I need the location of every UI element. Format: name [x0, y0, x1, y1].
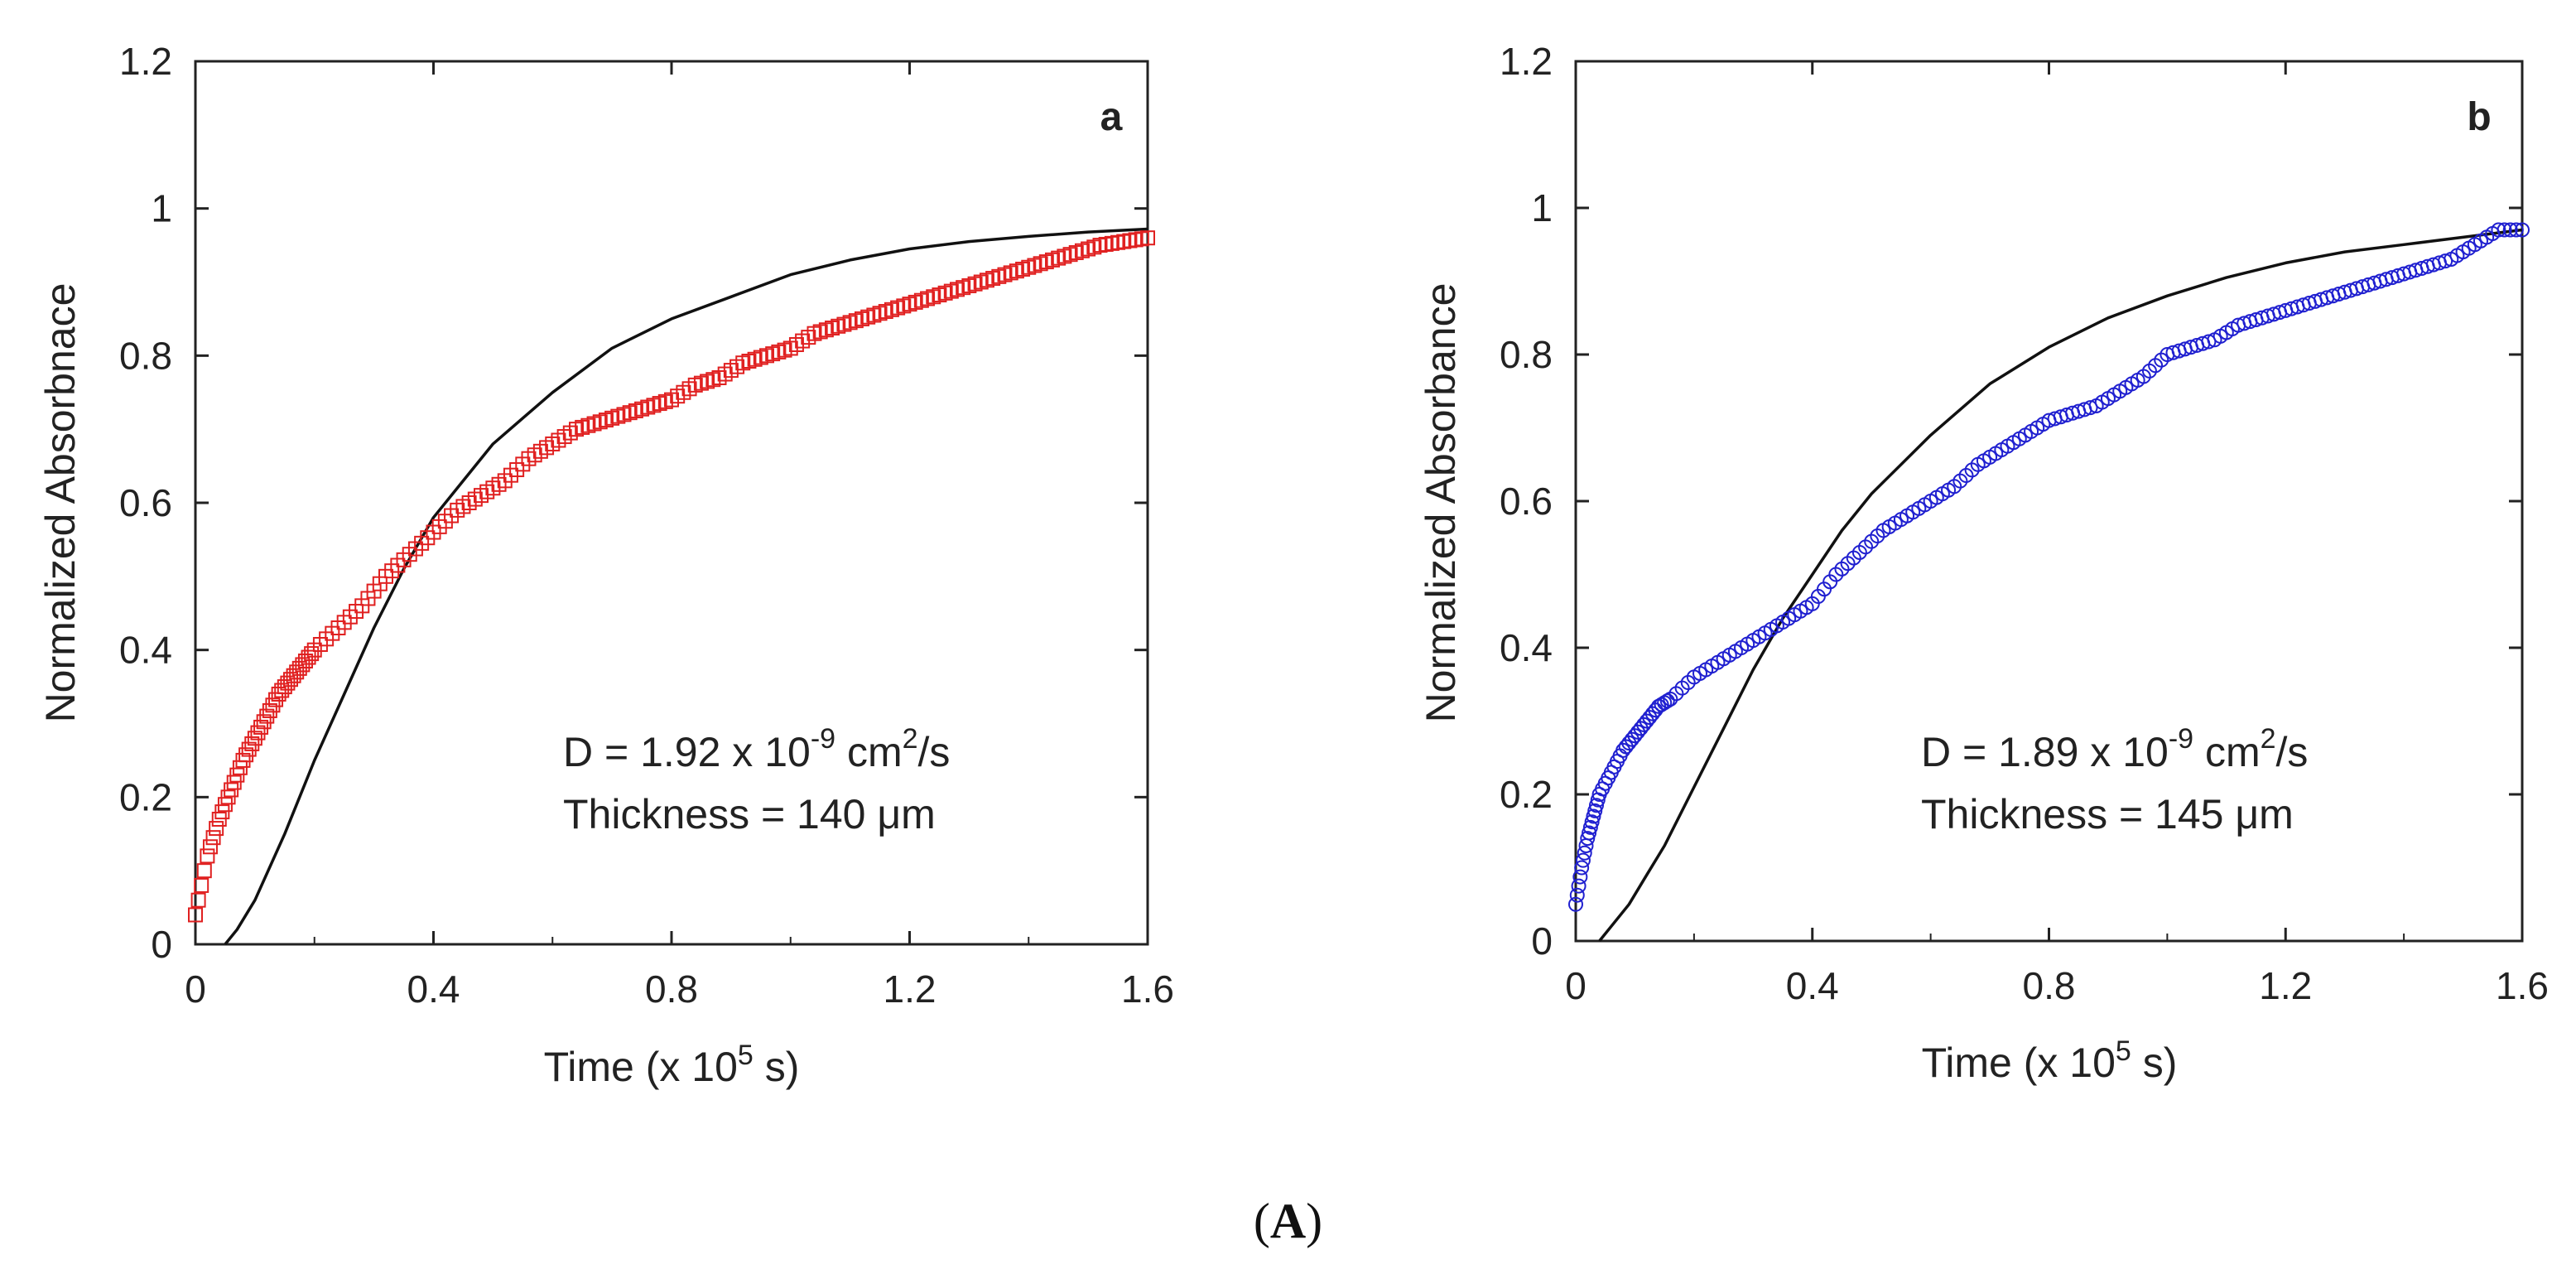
tick-marks	[194, 60, 1149, 946]
x-axis-title: Time (x 105 s)	[1922, 1035, 2178, 1086]
caption-open-paren: (	[1253, 1194, 1270, 1248]
x-tick-label: 1.6	[2496, 964, 2549, 1007]
data-point	[202, 839, 218, 855]
data-points	[188, 230, 1155, 923]
data-point	[1575, 852, 1591, 868]
y-tick-label: 0.2	[1500, 773, 1553, 816]
caption-letter: A	[1269, 1194, 1307, 1248]
data-point	[1584, 814, 1600, 830]
caption-close-paren: )	[1306, 1194, 1323, 1248]
x-tick-label: 1.6	[1121, 967, 1174, 1011]
y-tick-labels: 0 0.2 0.4 0.6 0.8 1 1.2	[119, 40, 172, 966]
y-tick-label: 1	[151, 187, 172, 230]
y-tick-label: 1.2	[1500, 40, 1553, 83]
y-tick-label: 0.6	[1500, 480, 1553, 523]
x-tick-label: 0.4	[1786, 964, 1839, 1007]
y-tick-label: 0	[1531, 919, 1553, 963]
y-tick-label: 0.4	[119, 629, 172, 672]
data-point	[190, 892, 206, 908]
data-point	[209, 821, 224, 837]
x-tick-label: 0	[1565, 964, 1587, 1007]
y-axis-title: Normalized Absorbnace	[37, 283, 84, 723]
data-point	[1587, 803, 1603, 818]
y-tick-label: 0.4	[1500, 626, 1553, 669]
panel-b: 0 0.4 0.8 1.2 1.6 0 0.2 0.4 0.6 0.8 1 1.2 b D = 1.…	[1418, 40, 2549, 1086]
y-tick-label: 1	[1531, 186, 1553, 229]
x-tick-label: 1.2	[884, 967, 937, 1011]
x-tick-labels: 0 0.4 0.8 1.2 1.6	[1565, 964, 2549, 1007]
y-tick-label: 0.6	[119, 481, 172, 524]
panel-letter: b	[2467, 95, 2491, 139]
x-axis-title: Time (x 105 s)	[544, 1040, 800, 1090]
fit-curve	[224, 227, 1148, 946]
diffusion-coefficient-label: D = 1.92 x 10-9 cm2/s	[563, 723, 950, 775]
data-point	[200, 848, 215, 864]
data-point	[1580, 831, 1596, 847]
data-point	[1568, 896, 1583, 912]
data-point	[1569, 887, 1585, 903]
data-point	[1572, 869, 1588, 885]
y-tick-label: 0.8	[119, 334, 172, 377]
data-point	[188, 907, 203, 923]
data-point	[304, 646, 320, 662]
data-point	[1582, 819, 1598, 835]
data-point	[196, 863, 212, 879]
fit-line	[224, 227, 1148, 946]
y-tick-labels: 0 0.2 0.4 0.6 0.8 1 1.2	[1500, 40, 1553, 963]
thickness-label: Thickness = 145 μm	[1921, 791, 2294, 837]
y-tick-label: 0.2	[119, 775, 172, 818]
x-tick-label: 0	[185, 967, 206, 1011]
tick-marks	[1574, 60, 2524, 943]
data-point	[1577, 845, 1592, 861]
data-point	[2082, 400, 2098, 416]
data-point	[1571, 878, 1587, 894]
x-tick-labels: 0 0.4 0.8 1.2 1.6	[185, 967, 1174, 1011]
data-point	[1574, 860, 1590, 876]
y-tick-label: 1.2	[119, 40, 172, 83]
y-tick-label: 0.8	[1500, 333, 1553, 376]
thickness-label: Thickness = 140 μm	[563, 791, 936, 837]
x-tick-label: 0.8	[2023, 964, 2076, 1007]
x-tick-label: 0.8	[645, 967, 698, 1011]
data-point	[2201, 334, 2217, 350]
data-point	[1140, 230, 1155, 246]
figure-caption: (A)	[0, 1193, 2576, 1250]
data-point	[2491, 222, 2506, 238]
data-point	[2515, 222, 2530, 238]
y-tick-label: 0	[151, 923, 172, 966]
data-points	[1568, 222, 2530, 912]
data-point	[2438, 253, 2453, 269]
data-point	[1582, 825, 1597, 841]
data-point	[1659, 693, 1675, 709]
data-point	[1586, 808, 1601, 824]
data-point	[2502, 222, 2518, 238]
data-point	[2497, 222, 2512, 238]
panel-letter: a	[1100, 95, 1123, 139]
x-tick-label: 1.2	[2259, 964, 2312, 1007]
fit-curve	[1598, 228, 2523, 943]
fit-line	[1598, 228, 2523, 943]
data-point	[205, 830, 221, 846]
data-point	[194, 877, 209, 893]
y-axis-title: Normalized Absorbance	[1418, 283, 1464, 723]
data-point	[1589, 798, 1605, 813]
x-tick-label: 0.4	[407, 967, 460, 1011]
data-point	[2508, 222, 2524, 238]
panel-a: 0 0.4 0.8 1.2 1.6 0 0.2 0.4 0.6 0.8 1 1.2 a D = 1.…	[37, 40, 1174, 1090]
diffusion-coefficient-label: D = 1.89 x 10-9 cm2/s	[1921, 723, 2308, 775]
